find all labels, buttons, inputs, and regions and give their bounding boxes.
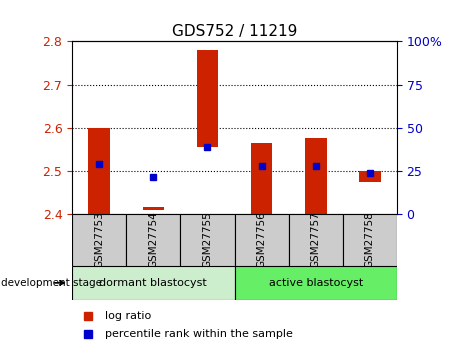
Text: GSM27754: GSM27754 xyxy=(148,211,158,268)
Text: dormant blastocyst: dormant blastocyst xyxy=(100,278,207,288)
Text: GSM27755: GSM27755 xyxy=(202,211,212,268)
Bar xyxy=(251,143,272,214)
FancyBboxPatch shape xyxy=(289,214,343,266)
Text: percentile rank within the sample: percentile rank within the sample xyxy=(105,329,293,339)
Bar xyxy=(305,138,327,214)
FancyBboxPatch shape xyxy=(72,266,235,300)
Text: development stage: development stage xyxy=(1,278,102,288)
Text: log ratio: log ratio xyxy=(105,311,151,321)
Text: GSM27758: GSM27758 xyxy=(365,211,375,268)
Text: GSM27753: GSM27753 xyxy=(94,211,104,268)
Text: GSM27756: GSM27756 xyxy=(257,211,267,268)
FancyBboxPatch shape xyxy=(72,214,126,266)
FancyBboxPatch shape xyxy=(180,214,235,266)
Bar xyxy=(197,50,218,147)
Title: GDS752 / 11219: GDS752 / 11219 xyxy=(172,24,297,39)
FancyBboxPatch shape xyxy=(235,266,397,300)
Text: active blastocyst: active blastocyst xyxy=(269,278,363,288)
FancyBboxPatch shape xyxy=(126,214,180,266)
Bar xyxy=(88,128,110,214)
FancyBboxPatch shape xyxy=(235,214,289,266)
Bar xyxy=(143,207,164,209)
Text: GSM27757: GSM27757 xyxy=(311,211,321,268)
FancyBboxPatch shape xyxy=(343,214,397,266)
Bar xyxy=(359,171,381,181)
